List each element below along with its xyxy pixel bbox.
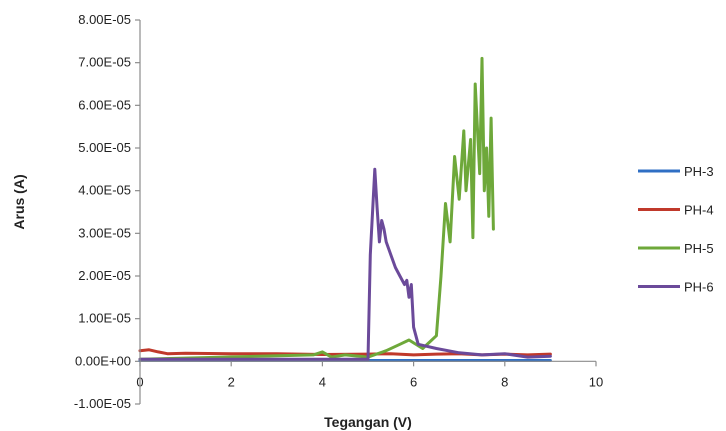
x-tick-label: 10 — [589, 374, 603, 389]
legend-label: PH-3 — [684, 164, 714, 179]
y-tick-label: 7.00E-05 — [78, 55, 131, 70]
x-tick-label: 6 — [410, 374, 417, 389]
y-tick-label: 4.00E-05 — [78, 183, 131, 198]
x-tick-label: 2 — [228, 374, 235, 389]
legend-label: PH-5 — [684, 241, 714, 256]
y-axis-title: Arus (A) — [11, 174, 27, 229]
y-tick-label: 5.00E-05 — [78, 140, 131, 155]
y-tick-label: 3.00E-05 — [78, 225, 131, 240]
x-axis-title: Tegangan (V) — [324, 414, 412, 430]
legend-label: PH-4 — [684, 203, 714, 218]
plot-series — [138, 56, 552, 362]
series-line-ph-6 — [138, 167, 552, 361]
legend-label: PH-6 — [684, 280, 714, 295]
y-tick-label: -1.00E-05 — [74, 396, 131, 411]
y-tick-label: 8.00E-05 — [78, 12, 131, 27]
y-tick-label: 6.00E-05 — [78, 97, 131, 112]
series-line-ph-5 — [138, 56, 495, 361]
y-tick-label: 1.00E-05 — [78, 311, 131, 326]
y-tick-label: 0.00E+00 — [75, 353, 131, 368]
x-tick-label: 4 — [319, 374, 326, 389]
y-tick-label: 2.00E-05 — [78, 268, 131, 283]
x-tick-label: 8 — [501, 374, 508, 389]
x-axis-ticks: 0246810 — [136, 361, 603, 389]
legend: PH-3 PH-4 PH-5 PH-6 — [638, 164, 714, 295]
y-axis-ticks: -1.00E-05 0.00E+00 1.00E-05 2.00E-05 3.00E-0… — [74, 12, 140, 411]
